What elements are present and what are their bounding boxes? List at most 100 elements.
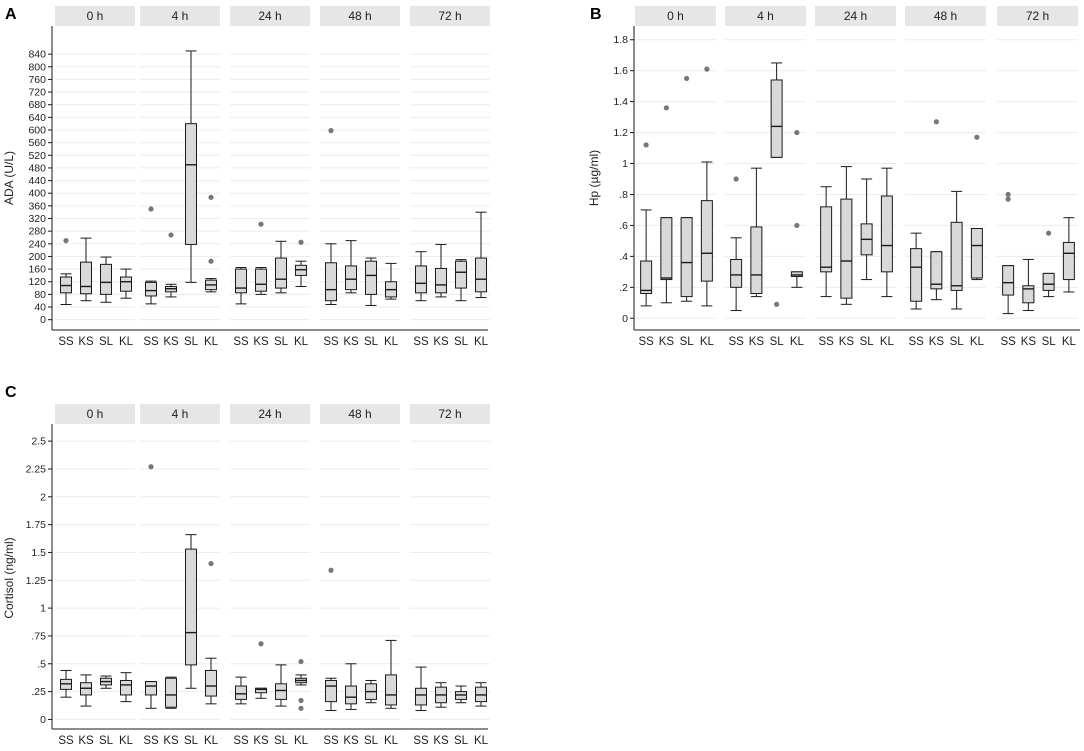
- outlier-point: [1046, 230, 1052, 236]
- box-iqr: [185, 548, 197, 666]
- y-tick-label: .5: [37, 658, 46, 670]
- facet-strip: [997, 6, 1078, 26]
- facet-strip: [410, 404, 490, 424]
- outlier-point: [663, 105, 669, 111]
- category-label: SL: [364, 735, 379, 747]
- facet-strip: [725, 6, 806, 26]
- facet-label: 0 h: [87, 407, 104, 421]
- facet-label: 48 h: [348, 9, 371, 23]
- category-label: SL: [950, 336, 965, 348]
- box-kl: [1062, 217, 1075, 293]
- outlier-point: [933, 119, 939, 125]
- category-label: KS: [659, 336, 675, 348]
- y-tick-label: 480: [28, 162, 46, 174]
- category-label: KL: [204, 735, 219, 747]
- facet-0: 0 h SS KS SL KL: [635, 6, 716, 348]
- box-iqr: [970, 228, 983, 279]
- category-label: KL: [700, 336, 715, 348]
- facet-label: 72 h: [1026, 9, 1049, 23]
- category-label: KL: [474, 735, 489, 747]
- y-tick-label: 520: [28, 150, 46, 162]
- box-ks: [80, 237, 92, 302]
- y-tick-label: 360: [28, 200, 46, 212]
- box-iqr: [790, 271, 803, 277]
- box-sl: [680, 75, 693, 302]
- box-ks: [255, 641, 267, 699]
- facet-label: 0 h: [667, 9, 684, 23]
- box-ss: [820, 186, 833, 298]
- box-iqr: [120, 679, 132, 696]
- category-label: SL: [184, 735, 199, 747]
- category-label: SL: [454, 735, 469, 747]
- category-label: KL: [970, 336, 985, 348]
- box-ss: [415, 251, 427, 302]
- box-iqr: [185, 123, 197, 245]
- category-label: KS: [78, 336, 94, 348]
- box-ss: [910, 232, 923, 310]
- box-ks: [435, 243, 447, 298]
- box-kl: [475, 682, 487, 707]
- box-kl: [790, 129, 803, 288]
- category-label: KS: [78, 735, 94, 747]
- box-iqr: [950, 221, 963, 291]
- box-iqr: [455, 260, 467, 289]
- box-ss: [145, 464, 157, 709]
- y-tick-label: 1: [622, 158, 628, 170]
- y-tick-label: .2: [619, 282, 628, 294]
- facet-strip: [320, 6, 400, 26]
- y-tick-label: 1.5: [31, 547, 46, 559]
- box-iqr: [700, 200, 713, 282]
- y-tick-label: 200: [28, 251, 46, 263]
- category-label: KL: [204, 336, 219, 348]
- y-tick-label: 320: [28, 213, 46, 225]
- category-label: SL: [274, 735, 289, 747]
- outlier-point: [328, 567, 334, 573]
- box-ks: [435, 682, 447, 708]
- panel-letter: B: [590, 6, 602, 23]
- y-tick-label: 800: [28, 61, 46, 73]
- facet-label: 72 h: [438, 407, 461, 421]
- box-ss: [60, 669, 72, 698]
- category-label: SS: [728, 336, 744, 348]
- box-ss: [325, 567, 337, 712]
- facet-label: 4 h: [757, 9, 774, 23]
- box-iqr: [930, 251, 943, 290]
- box-kl: [385, 639, 397, 709]
- category-label: SS: [233, 735, 249, 747]
- category-label: KL: [294, 735, 309, 747]
- y-tick-label: 0: [40, 314, 46, 326]
- category-label: SL: [99, 336, 114, 348]
- category-label: KS: [839, 336, 855, 348]
- box-kl: [295, 658, 307, 711]
- box-sl: [100, 256, 112, 303]
- y-tick-label: .4: [619, 251, 628, 263]
- facet-label: 24 h: [844, 9, 867, 23]
- facet-strip: [140, 404, 220, 424]
- box-sl: [860, 178, 873, 281]
- outlier-point: [298, 697, 304, 704]
- box-ks: [750, 167, 763, 298]
- outlier-point: [974, 134, 980, 140]
- category-label: SS: [638, 336, 654, 348]
- box-sl: [100, 675, 112, 689]
- facet-2: 24 h SS KS SL KL: [230, 404, 310, 747]
- box-iqr: [660, 217, 673, 281]
- box-iqr: [345, 685, 357, 705]
- category-label: SS: [323, 336, 339, 348]
- y-tick-label: 720: [28, 87, 46, 99]
- y-tick-label: .75: [31, 630, 46, 642]
- box-kl: [295, 239, 307, 287]
- y-tick-label: 160: [28, 264, 46, 276]
- facet-label: 24 h: [258, 407, 281, 421]
- box-iqr: [205, 669, 217, 697]
- box-ks: [255, 221, 267, 295]
- facet-0: 0 h SS KS SL KL: [55, 404, 135, 747]
- category-label: KS: [433, 735, 449, 747]
- panel-letter: C: [5, 384, 17, 401]
- facet-label: 48 h: [348, 407, 371, 421]
- box-ss: [235, 267, 247, 305]
- category-label: SL: [184, 336, 199, 348]
- box-sl: [275, 664, 287, 707]
- box-kl: [700, 66, 713, 307]
